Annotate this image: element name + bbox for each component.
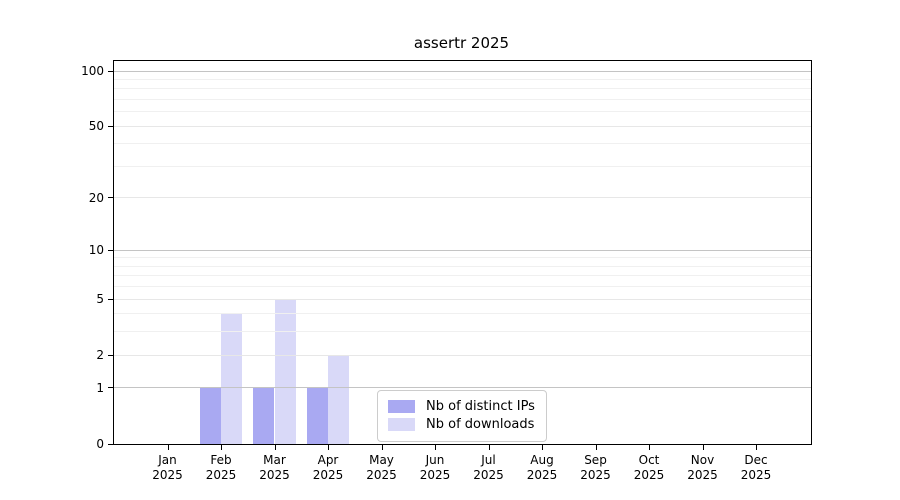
x-tick-jul	[488, 445, 490, 450]
x-tick-label-nov: Nov 2025	[673, 453, 733, 483]
x-tick-label-sep: Sep 2025	[566, 453, 626, 483]
x-tick-label-jun: Jun 2025	[405, 453, 465, 483]
x-tick-aug	[542, 445, 543, 450]
x-tick-month: Oct	[638, 453, 660, 467]
x-tick-month: Aug	[530, 453, 554, 467]
bar-ips-mar	[253, 387, 275, 444]
x-tick-month: Sep	[584, 453, 607, 467]
gridline-minor-9	[114, 257, 811, 259]
gridline-minor-3	[114, 331, 811, 333]
x-tick-label-feb: Feb 2025	[191, 453, 251, 483]
x-tick-oct	[649, 445, 650, 450]
x-tick-label-dec: Dec 2025	[726, 453, 786, 483]
y-tick-1	[108, 387, 113, 389]
gridline-labeled-50	[114, 125, 811, 127]
x-tick-label-jul: Jul 2025	[459, 453, 519, 483]
x-tick-month: Jun	[425, 453, 445, 467]
y-tick-label-50: 50	[88, 119, 104, 134]
gridline-minor-7	[114, 275, 811, 277]
gridline-minor-30	[114, 165, 811, 167]
bar-downloads-feb	[221, 313, 243, 444]
legend-item-distinct-ips: Nb of distinct IPs	[388, 398, 536, 415]
y-tick-label-1: 1	[96, 380, 104, 395]
x-tick-month: Feb	[210, 453, 232, 467]
x-tick-month: Mar	[263, 453, 286, 467]
x-tick-year: 2025	[473, 468, 504, 482]
x-tick-label-may: May 2025	[352, 453, 412, 483]
y-tick-20	[108, 197, 113, 199]
y-tick-label-2: 2	[96, 348, 104, 363]
x-tick-may	[381, 445, 383, 450]
bar-ips-apr	[306, 387, 328, 444]
gridline-labeled-2	[114, 354, 811, 356]
legend-swatch-downloads	[388, 418, 415, 431]
x-tick-year: 2025	[152, 468, 183, 482]
x-tick-year: 2025	[740, 468, 772, 482]
y-tick-5	[108, 298, 113, 300]
legend: Nb of distinct IPs Nb of downloads	[377, 390, 547, 442]
y-tick-50	[108, 125, 113, 127]
x-tick-year: 2025	[419, 468, 451, 482]
x-tick-month: Nov	[690, 453, 715, 467]
bar-downloads-mar	[274, 299, 296, 444]
x-tick-label-apr: Apr 2025	[298, 453, 358, 483]
gridline-minor-4	[114, 313, 811, 315]
x-tick-month: Jul	[481, 453, 496, 467]
y-tick-2	[108, 354, 113, 356]
gridline-minor-80	[114, 88, 811, 90]
y-tick-10	[108, 249, 113, 251]
gridline-minor-6	[114, 286, 811, 288]
x-tick-label-mar: Mar 2025	[245, 453, 305, 483]
y-tick-label-0: 0	[96, 437, 104, 451]
gridline-minor-8	[114, 265, 811, 267]
bar-ips-feb	[199, 387, 221, 444]
gridline-major-10	[114, 249, 811, 251]
x-tick-month: Apr	[317, 453, 339, 467]
x-tick-label-aug: Aug 2025	[512, 453, 572, 483]
gridline-minor-40	[114, 143, 811, 145]
y-tick-100	[108, 70, 113, 72]
y-tick-0	[108, 443, 113, 445]
y-tick-label-5: 5	[96, 292, 104, 307]
x-tick-year: 2025	[580, 468, 611, 482]
legend-swatch-distinct-ips	[388, 400, 415, 413]
chart-title: assertr 2025	[413, 34, 510, 52]
gridline-minor-70	[114, 98, 811, 100]
x-tick-year: 2025	[205, 468, 237, 482]
x-tick-apr	[328, 445, 329, 450]
plot-area: Nb of distinct IPs Nb of downloads 0 1 2 5 1…	[81, 60, 812, 482]
x-tick-jan	[167, 445, 169, 450]
x-tick-month: Jan	[158, 453, 177, 467]
gridline-minor-90	[114, 78, 811, 80]
x-tick-month: May	[369, 453, 394, 467]
y-tick-label-10: 10	[88, 243, 104, 258]
x-tick-year: 2025	[259, 468, 290, 482]
x-tick-year: 2025	[366, 468, 397, 482]
x-tick-mar	[274, 445, 276, 450]
x-tick-nov	[702, 445, 704, 450]
y-tick-label-20: 20	[88, 190, 104, 205]
gridline-labeled-5	[114, 298, 811, 300]
x-tick-label-oct: Oct 2025	[619, 453, 679, 483]
x-tick-year: 2025	[526, 468, 558, 482]
x-tick-feb	[221, 445, 222, 450]
gridline-major-100	[114, 70, 811, 72]
x-tick-year: 2025	[312, 468, 344, 482]
x-tick-sep	[595, 445, 597, 450]
gridline-labeled-20	[114, 197, 811, 199]
gridline-major-1	[114, 387, 811, 389]
bar-downloads-apr	[328, 355, 350, 444]
legend-item-downloads: Nb of downloads	[388, 416, 536, 433]
x-tick-year: 2025	[687, 468, 718, 482]
gridline-minor-60	[114, 111, 811, 113]
legend-label-downloads: Nb of downloads	[426, 417, 535, 432]
legend-label-distinct-ips: Nb of distinct IPs	[426, 399, 535, 414]
x-tick-label-jan: Jan 2025	[138, 453, 198, 483]
x-tick-dec	[756, 445, 757, 450]
x-tick-jun	[435, 445, 436, 450]
y-tick-label-100: 100	[81, 64, 104, 78]
x-tick-month: Dec	[744, 453, 768, 467]
x-tick-year: 2025	[633, 468, 665, 482]
